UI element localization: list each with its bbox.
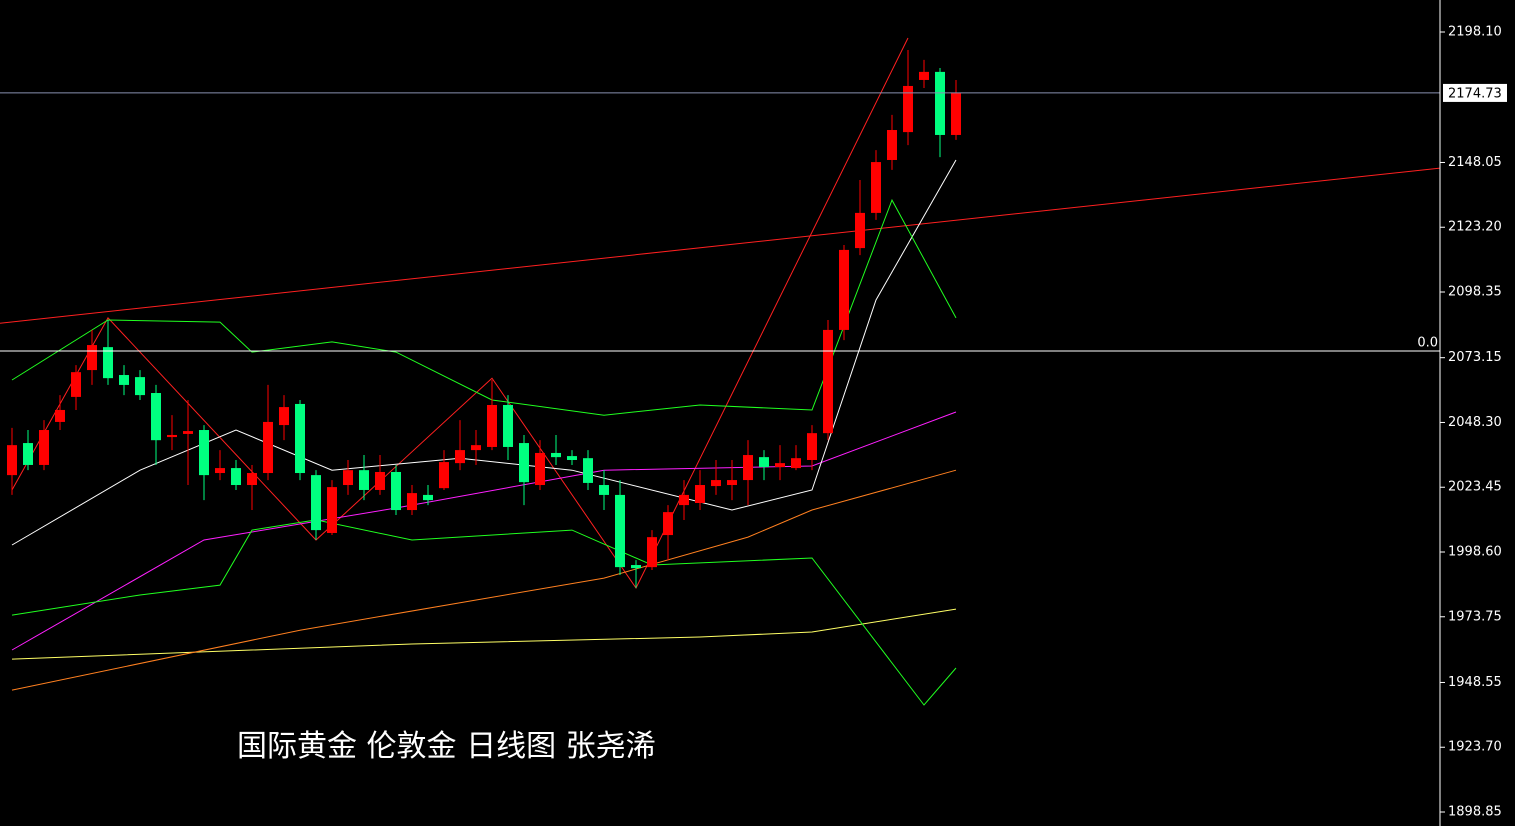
y-tick-label: 2148.05 bbox=[1448, 155, 1502, 170]
indicator-line bbox=[11, 469, 957, 691]
candle-body bbox=[631, 565, 641, 569]
candle-body bbox=[599, 485, 609, 495]
candle-body bbox=[215, 468, 225, 474]
candle-body bbox=[935, 71, 945, 135]
candle-body bbox=[391, 471, 401, 511]
candle-body bbox=[839, 249, 849, 330]
candle-body bbox=[183, 431, 193, 434]
candle-body bbox=[7, 445, 17, 476]
candle-body bbox=[359, 470, 369, 490]
candle-body bbox=[567, 456, 577, 460]
y-tick-label: 1973.75 bbox=[1448, 609, 1502, 624]
y-tick-label: 1948.55 bbox=[1448, 675, 1502, 690]
candle-body bbox=[743, 455, 753, 481]
candle-body bbox=[535, 452, 545, 486]
candle-layer bbox=[7, 49, 961, 588]
candle-body bbox=[807, 433, 817, 460]
candle-body bbox=[407, 493, 417, 511]
candle-body bbox=[311, 475, 321, 531]
candle-body bbox=[39, 430, 49, 465]
candle-body bbox=[151, 393, 161, 441]
candle-body bbox=[615, 494, 625, 568]
indicator-line bbox=[11, 608, 957, 660]
y-tick-label: 2048.30 bbox=[1448, 415, 1502, 430]
indicator-line bbox=[11, 411, 957, 651]
y-tick-label: 1898.85 bbox=[1448, 805, 1502, 820]
candle-body bbox=[119, 375, 129, 385]
y-tick-label: 2023.45 bbox=[1448, 480, 1502, 495]
candle-body bbox=[855, 212, 865, 249]
candle-body bbox=[247, 473, 257, 486]
price-box bbox=[1443, 83, 1507, 102]
candle-body bbox=[919, 71, 929, 80]
candle-body bbox=[439, 462, 449, 489]
candle-body bbox=[695, 485, 705, 504]
candle-body bbox=[55, 409, 65, 422]
candle-body bbox=[519, 443, 529, 483]
candle-body bbox=[663, 512, 673, 536]
candle-body bbox=[551, 452, 561, 458]
price-label: 2174.73 bbox=[1448, 86, 1502, 101]
candle-body bbox=[471, 445, 481, 451]
level-label: 0.0 bbox=[1417, 336, 1438, 351]
y-tick-label: 2198.10 bbox=[1448, 25, 1502, 40]
candle-body bbox=[455, 450, 465, 464]
candle-body bbox=[23, 443, 33, 465]
candle-body bbox=[375, 471, 385, 490]
candle-body bbox=[951, 92, 961, 135]
candle-body bbox=[263, 421, 273, 474]
candle-body bbox=[823, 329, 833, 434]
candle-body bbox=[887, 130, 897, 160]
candle-body bbox=[791, 458, 801, 469]
candle-body bbox=[343, 470, 353, 486]
candle-body bbox=[759, 457, 769, 468]
indicator-line bbox=[0, 167, 1441, 324]
candle-body bbox=[199, 430, 209, 476]
candle-body bbox=[679, 494, 689, 506]
candle-body bbox=[327, 487, 337, 533]
candle-body bbox=[727, 480, 737, 486]
candle-body bbox=[167, 434, 177, 438]
y-tick-label: 2073.15 bbox=[1448, 350, 1502, 365]
candle-body bbox=[423, 494, 433, 501]
candle-body bbox=[231, 468, 241, 486]
candle-body bbox=[71, 372, 81, 397]
candle-body bbox=[135, 377, 145, 396]
y-tick-label: 1998.60 bbox=[1448, 545, 1502, 560]
candle-body bbox=[87, 345, 97, 371]
candle-body bbox=[871, 162, 881, 213]
y-tick-label: 2123.20 bbox=[1448, 220, 1502, 235]
candle-body bbox=[487, 404, 497, 447]
candle-body bbox=[647, 537, 657, 568]
candle-body bbox=[295, 403, 305, 474]
y-tick-label: 1923.70 bbox=[1448, 740, 1502, 755]
annotation: 国际黄金 伦敦金 日线图 张尧浠 bbox=[237, 729, 656, 764]
candle-body bbox=[711, 480, 721, 487]
candle-body bbox=[103, 347, 113, 379]
candle-body bbox=[503, 404, 513, 447]
candle-body bbox=[903, 85, 913, 133]
y-tick-label: 2098.35 bbox=[1448, 285, 1502, 300]
indicator-line bbox=[11, 519, 957, 706]
candle-body bbox=[583, 458, 593, 483]
candle-body bbox=[775, 463, 785, 468]
candle-body bbox=[279, 407, 289, 426]
axis-panel bbox=[1440, 0, 1515, 826]
